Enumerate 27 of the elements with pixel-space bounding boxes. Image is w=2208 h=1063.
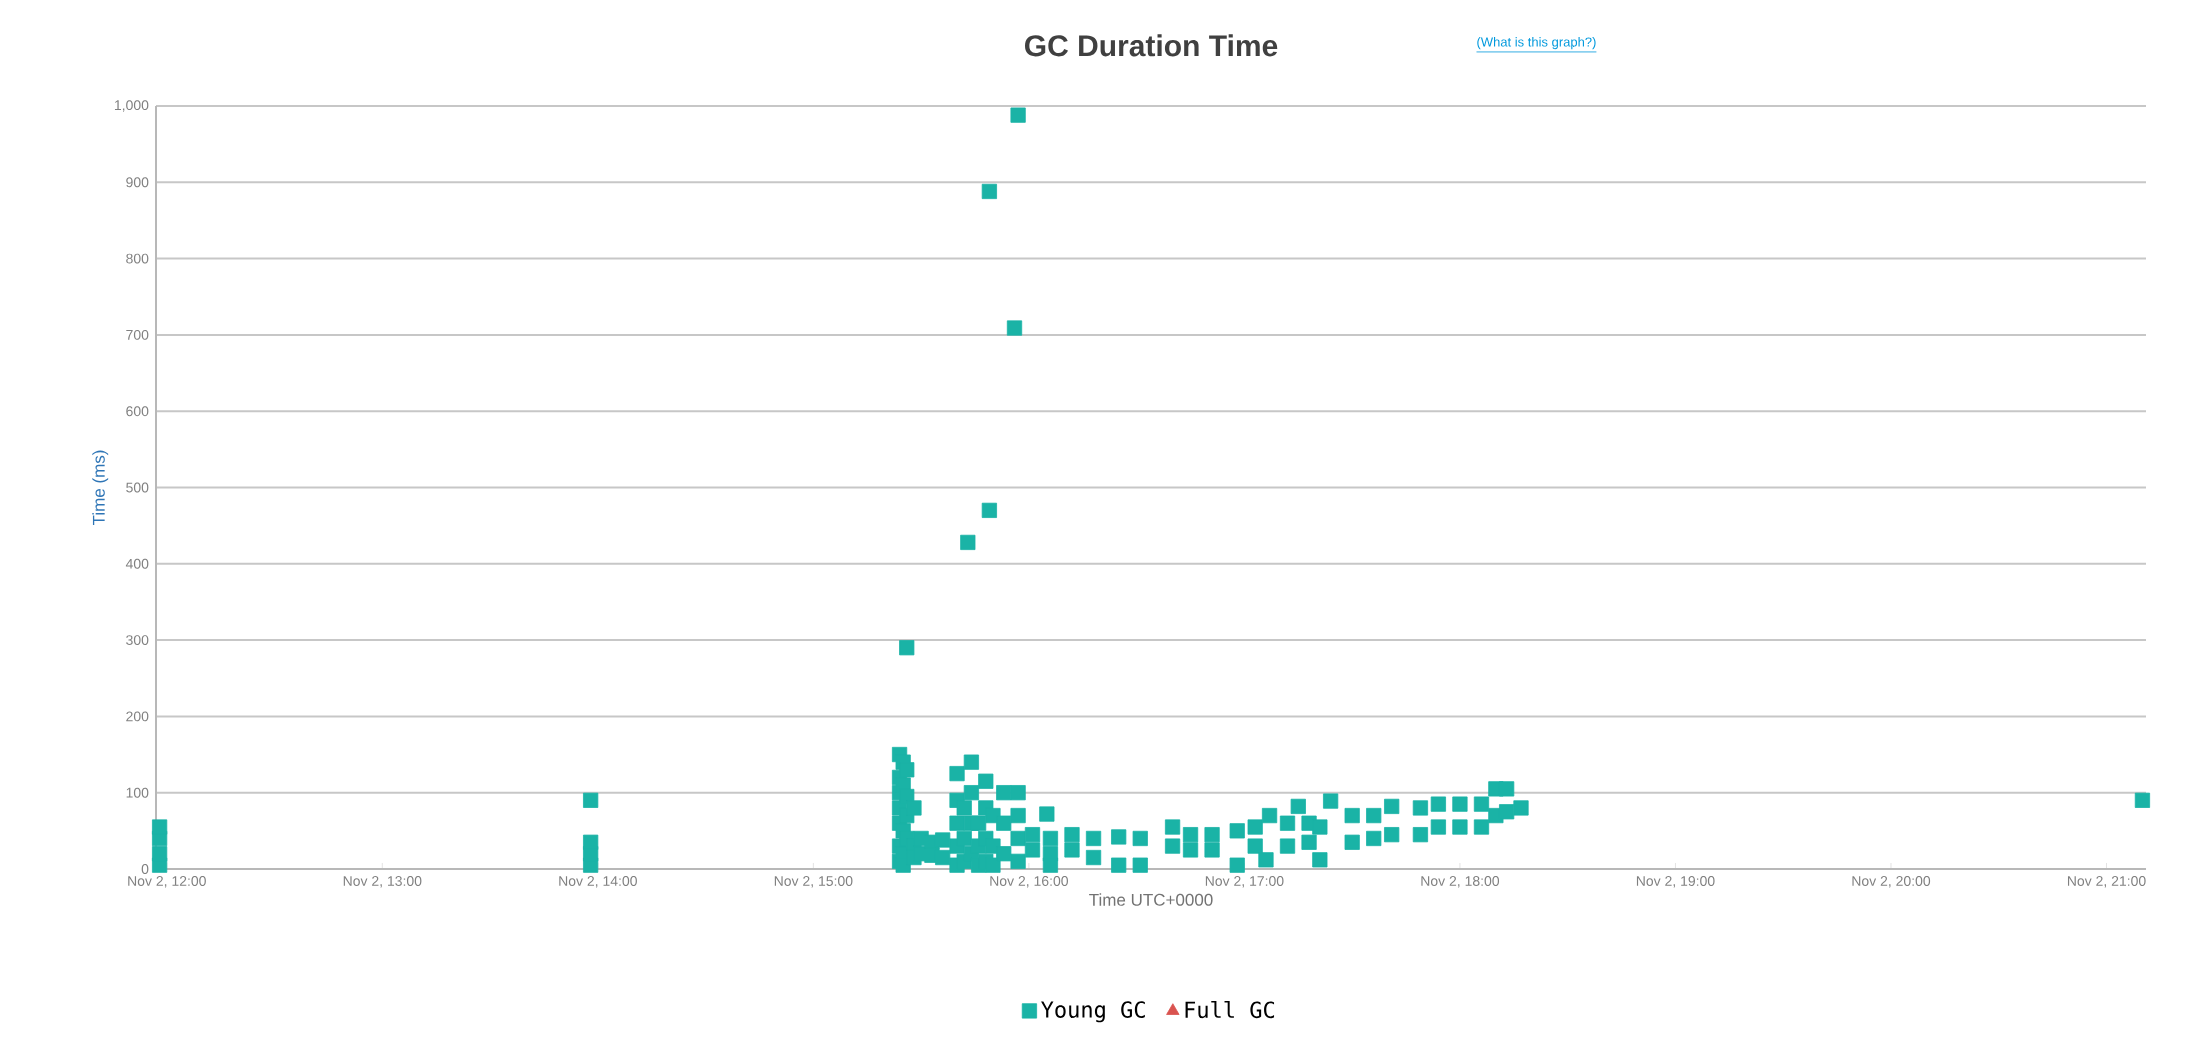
y-axis-title: Time (ms) xyxy=(92,450,109,526)
x-tick-label: Nov 2, 16:00 xyxy=(990,876,1069,888)
y-tick-label: 700 xyxy=(126,329,149,340)
x-tick-label: Nov 2, 21:00 xyxy=(2067,876,2146,888)
chart-title: GC Duration Time xyxy=(1025,34,1278,57)
y-tick-label: 900 xyxy=(126,177,149,188)
y-tick-label: 0 xyxy=(141,864,149,874)
y-tick-label: 600 xyxy=(126,406,149,417)
legend-label: Young GC xyxy=(1041,1001,1145,1023)
y-tick-label: 200 xyxy=(126,711,149,722)
x-tick-label: Nov 2, 17:00 xyxy=(1205,876,1284,888)
legend-label: Full GC xyxy=(1185,1001,1275,1019)
x-tick-label: Nov 2, 15:00 xyxy=(774,876,853,888)
x-tick-label: Nov 2, 18:00 xyxy=(1421,876,1500,888)
y-tick-label: 1,000 xyxy=(114,100,149,112)
x-tick-label: Nov 2, 19:00 xyxy=(1636,876,1715,888)
y-tick-label: 400 xyxy=(125,558,149,569)
y-tick-label: 300 xyxy=(126,635,149,646)
x-axis-title: Time UTC+0000 xyxy=(1089,893,1213,906)
x-tick-label: Nov 2, 14:00 xyxy=(559,876,637,888)
x-tick-label: Nov 2, 13:00 xyxy=(343,876,422,888)
text: (What is this graph?) xyxy=(1477,37,1596,50)
x-tick-label: Nov 2, 12:00 xyxy=(128,876,206,888)
x-tick-label: Nov 2, 20:00 xyxy=(1852,876,1931,888)
y-tick-label: 800 xyxy=(126,253,149,264)
y-tick-label: 500 xyxy=(126,482,149,493)
y-tick-label: 100 xyxy=(126,787,149,798)
